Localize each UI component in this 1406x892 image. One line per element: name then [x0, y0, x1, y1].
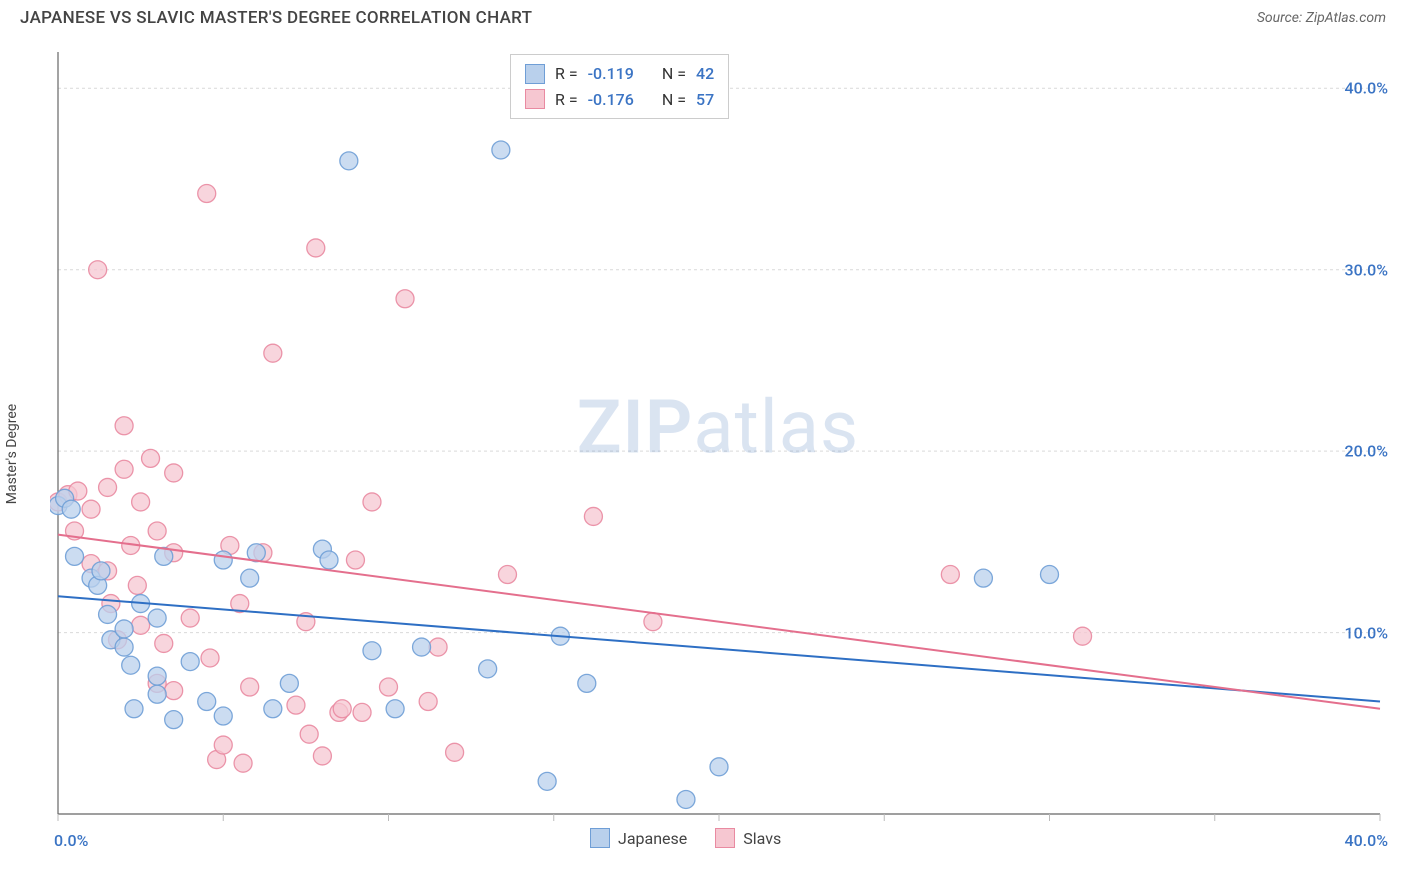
stats-row-slavs: R = -0.176 N = 57	[525, 87, 714, 113]
swatch-japanese	[525, 64, 545, 84]
x-tick-label: 40.0%	[1344, 831, 1388, 850]
stats-legend: R = -0.119 N = 42 R = -0.176 N = 57	[510, 54, 729, 119]
swatch-japanese	[590, 828, 610, 848]
y-tick-label: 30.0%	[1344, 260, 1388, 279]
chart-area: ZIPatlas R = -0.119 N = 42 R = -0.176 N …	[50, 44, 1386, 844]
scatter-plot-svg	[50, 44, 1386, 844]
legend-label: Slavs	[743, 829, 781, 848]
chart-title: JAPANESE VS SLAVIC MASTER'S DEGREE CORRE…	[20, 8, 532, 28]
stats-row-japanese: R = -0.119 N = 42	[525, 61, 714, 87]
y-tick-label: 20.0%	[1344, 442, 1388, 461]
legend-item-japanese: Japanese	[590, 828, 687, 848]
y-axis-label: Master's Degree	[4, 404, 20, 504]
legend-item-slavs: Slavs	[715, 828, 781, 848]
swatch-slavs	[715, 828, 735, 848]
swatch-slavs	[525, 89, 545, 109]
series-legend: Japanese Slavs	[590, 828, 781, 848]
y-tick-label: 10.0%	[1344, 623, 1388, 642]
x-tick-label: 0.0%	[54, 831, 88, 850]
legend-label: Japanese	[618, 829, 687, 848]
y-tick-label: 40.0%	[1344, 79, 1388, 98]
source-attribution: Source: ZipAtlas.com	[1257, 10, 1386, 26]
